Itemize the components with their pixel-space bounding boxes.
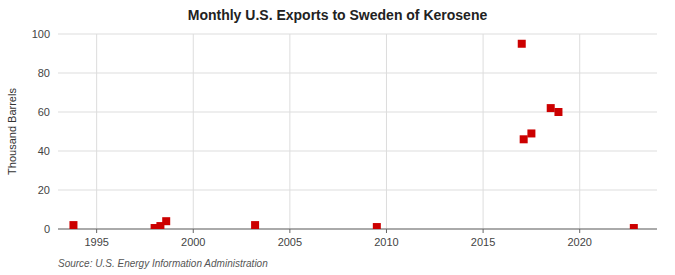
y-tick-label: 40 [38,145,50,157]
x-tick [579,229,580,233]
chart: Monthly U.S. Exports to Sweden of Kerose… [0,0,675,275]
x-tick-label: 2005 [278,236,302,248]
y-grid-line [58,190,657,191]
source: Source: U.S. Energy Information Administ… [58,258,268,269]
point [162,217,170,225]
x-tick [386,229,387,233]
title: Monthly U.S. Exports to Sweden of Kerose… [188,7,488,23]
x-tick-label: 2000 [181,236,205,248]
x-tick [289,229,290,233]
y-tick-label: 0 [44,223,50,235]
x-tick [96,229,97,233]
x-tick-label: 1995 [84,236,108,248]
x-tick-label: 2010 [374,236,398,248]
y-tick-label: 100 [32,28,50,40]
points [69,40,637,229]
point [554,108,562,116]
point [630,224,638,229]
y-tick-label: 60 [38,106,50,118]
y-grid-line [58,34,657,35]
point [527,129,535,137]
point [520,135,528,143]
point [69,221,77,229]
x-grid-line [579,34,580,229]
point [518,40,526,48]
y-grid-line [58,229,657,230]
x-grid-line [96,34,97,229]
y-grid-line [58,112,657,113]
x-tick-label: 2020 [567,236,591,248]
x-axis-line [58,229,657,230]
x-grid-line [386,34,387,229]
x-grid-line [483,34,484,229]
point [251,221,259,229]
x-grid-line [193,34,194,229]
point [373,223,381,229]
grid [58,34,657,229]
x-tick [483,229,484,233]
point [547,104,555,112]
x-tick-label: 2015 [471,236,495,248]
y-grid-line [58,151,657,152]
x-grid-line [289,34,290,229]
y-axis-label: Thousand Barrels [6,88,18,175]
y-tick-label: 20 [38,184,50,196]
y-grid-line [58,73,657,74]
y-tick-label: 80 [38,67,50,79]
x-tick [193,229,194,233]
